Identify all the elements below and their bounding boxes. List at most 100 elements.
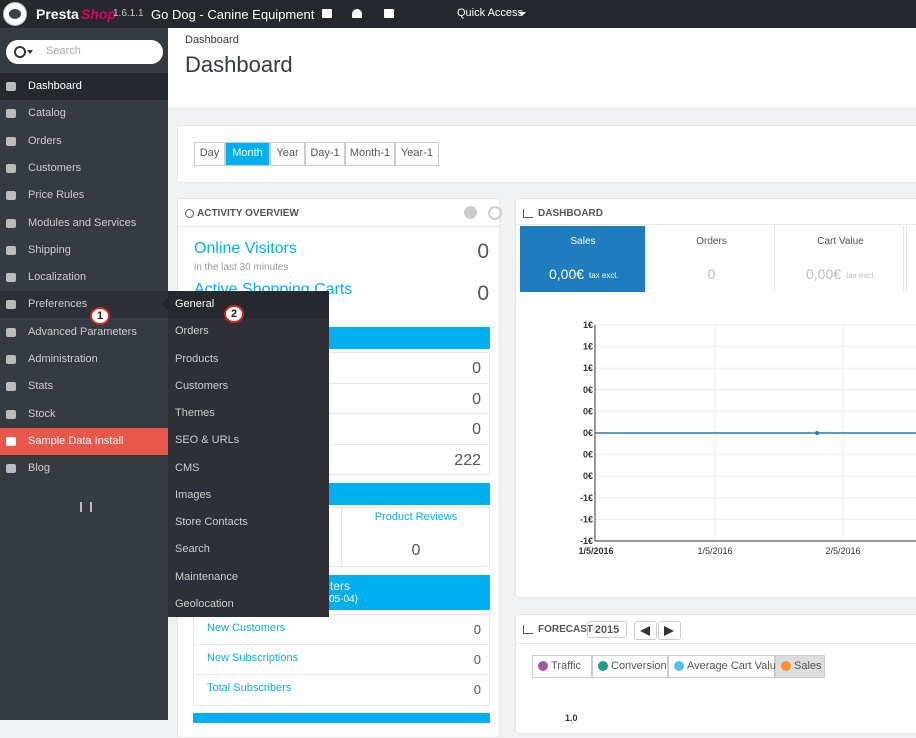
menu-label[interactable]: Shipping — [28, 243, 71, 256]
kpi-tile[interactable] — [777, 226, 904, 292]
menu-item[interactable] — [0, 427, 168, 455]
kpi-tile[interactable] — [648, 226, 775, 292]
menu-label[interactable]: Customers — [28, 161, 82, 174]
submenu-item[interactable]: SEO & URLs — [175, 434, 240, 447]
menu-label[interactable]: Dashboard — [28, 80, 82, 92]
brand: Shop — [81, 6, 116, 22]
kpi-value: 0,00€ — [806, 266, 842, 282]
date-button[interactable] — [345, 142, 395, 166]
menu-icon — [6, 82, 16, 91]
row-value: 0 — [473, 682, 481, 697]
submenu-item[interactable]: Themes — [175, 407, 215, 419]
year-box — [587, 621, 627, 638]
row-label[interactable]: New Customers — [207, 622, 286, 634]
submenu-item[interactable]: Customers — [175, 379, 229, 392]
menu-label[interactable]: Price Rules — [28, 189, 85, 202]
menu-item[interactable] — [0, 73, 168, 100]
legend-label[interactable]: Sales — [794, 660, 822, 672]
menu-label[interactable]: Catalog — [28, 107, 66, 120]
list-value: 0 — [472, 421, 481, 438]
date-button-label[interactable]: Year-1 — [400, 147, 433, 159]
submenu-item[interactable]: Geolocation — [175, 597, 234, 610]
sep — [516, 643, 916, 644]
brand: Presta — [36, 6, 79, 22]
date-button-label[interactable]: Month-1 — [349, 147, 391, 159]
menu-label[interactable]: Stock — [28, 407, 56, 420]
panel-title: Forecast — [538, 624, 593, 635]
y-tick-label: -1€ — [580, 493, 593, 503]
menu-item[interactable] — [0, 455, 168, 482]
year: 2015 — [594, 624, 620, 636]
top-icon[interactable] — [384, 9, 394, 18]
legend-label[interactable]: Average Cart Value — [687, 660, 782, 672]
menu-item[interactable] — [0, 401, 168, 428]
date-button[interactable] — [194, 142, 225, 166]
menu-icon — [6, 191, 16, 201]
menu-item[interactable] — [0, 128, 168, 155]
submenu-item[interactable]: Images — [175, 488, 212, 501]
top-icon[interactable] — [322, 9, 332, 18]
date-button-label[interactable]: Month — [232, 147, 263, 159]
row-label[interactable]: Total Subscribers — [207, 682, 292, 694]
menu-label[interactable]: Advanced Parameters — [28, 325, 137, 338]
menu-label[interactable]: Administration — [28, 353, 98, 365]
menu-label[interactable]: Modules and Services — [28, 216, 137, 229]
menu-label[interactable]: Stats — [28, 380, 54, 393]
kpi-note: tax excl. — [589, 271, 619, 280]
shop-name[interactable]: Go Dog - Canine Equipment — [151, 7, 315, 22]
legend-item[interactable] — [668, 655, 775, 678]
submenu-item[interactable]: Store Contacts — [175, 516, 248, 528]
refresh-icon[interactable] — [488, 206, 502, 220]
menu-label[interactable]: Blog — [28, 462, 51, 475]
y-tick-label: 0€ — [583, 385, 593, 395]
menu-label[interactable]: Localization — [28, 271, 87, 284]
legend-item[interactable] — [592, 655, 668, 678]
clock-icon — [185, 209, 194, 218]
submenu-item[interactable]: Search — [175, 543, 210, 556]
date-button-label[interactable]: Day-1 — [310, 147, 340, 159]
date-button[interactable] — [395, 142, 439, 166]
date-button[interactable] — [270, 142, 305, 166]
product-reviews[interactable]: Product Reviews — [374, 511, 458, 523]
date-button-label[interactable]: Year — [276, 147, 299, 159]
sep — [194, 644, 489, 645]
menu-icon — [6, 436, 16, 446]
legend-item[interactable] — [532, 655, 592, 678]
menu-icon — [6, 218, 16, 228]
y-tick-label: 1.0 — [565, 713, 578, 723]
legend-label[interactable]: Traffic — [551, 660, 581, 672]
menu-item[interactable] — [0, 100, 168, 127]
blue-bar — [193, 713, 490, 723]
point — [815, 431, 819, 435]
online-visitors[interactable]: Online Visitors — [194, 240, 297, 257]
date-button[interactable] — [305, 142, 345, 166]
menu-item[interactable] — [0, 291, 168, 319]
row-label[interactable]: New Subscriptions — [207, 652, 299, 664]
nav-arrow — [640, 626, 650, 636]
kpi-tile — [906, 226, 916, 292]
legend-item[interactable] — [775, 655, 825, 678]
menu-label[interactable]: Sample Data Install — [28, 434, 124, 447]
legend-label[interactable]: Conversion — [611, 660, 667, 672]
submenu-item[interactable]: General — [175, 298, 215, 310]
menu-item[interactable] — [0, 155, 168, 182]
settings-icon[interactable] — [464, 206, 477, 219]
collapse-icon — [80, 502, 92, 512]
menu-item[interactable] — [0, 237, 168, 264]
menu-label[interactable]: Preferences — [28, 298, 88, 311]
date-button-label[interactable]: Day — [199, 147, 220, 159]
date-button[interactable] — [225, 142, 270, 166]
menu-icon — [6, 136, 16, 146]
kpi-tile[interactable] — [520, 226, 646, 292]
version: 1.6.1.1 — [113, 8, 144, 19]
menu-item[interactable] — [0, 373, 168, 400]
submenu-item[interactable]: Orders — [175, 325, 209, 338]
quick-access[interactable]: Quick Access — [457, 7, 524, 19]
submenu-item[interactable]: Products — [175, 352, 219, 365]
submenu-item[interactable]: CMS — [175, 461, 200, 474]
submenu-item[interactable]: Maintenance — [175, 570, 238, 583]
logo-face — [9, 9, 21, 19]
top-icon[interactable] — [352, 9, 362, 18]
menu-label[interactable]: Orders — [28, 134, 62, 147]
y-tick-label: 1€ — [583, 320, 593, 330]
